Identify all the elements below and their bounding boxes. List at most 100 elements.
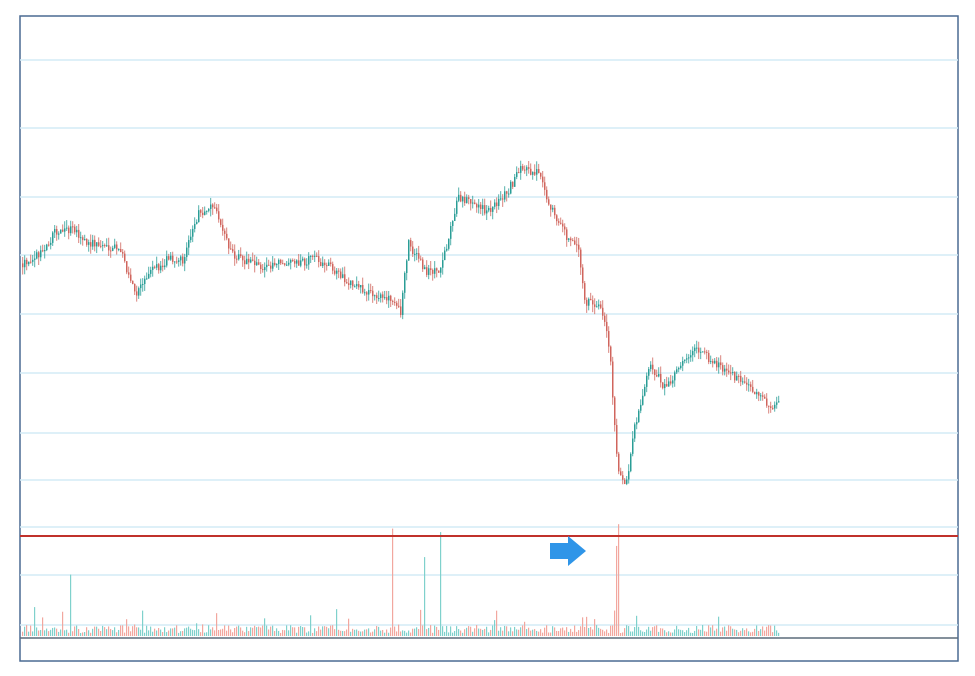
- volume-bar: [350, 631, 352, 636]
- candle-body: [658, 373, 660, 377]
- volume-bar: [762, 626, 764, 636]
- volume-bar: [262, 625, 264, 636]
- volume-bar: [718, 616, 720, 636]
- volume-bar: [540, 629, 542, 636]
- volume-bar: [624, 628, 626, 636]
- volume-bar: [302, 627, 304, 636]
- candle-body: [484, 205, 486, 214]
- candle-body: [408, 240, 410, 261]
- candle-body: [92, 239, 94, 247]
- volume-bar: [560, 628, 562, 636]
- candle-body: [450, 226, 452, 239]
- candle-body: [564, 226, 566, 230]
- candle-body: [398, 305, 400, 307]
- volume-bar: [746, 628, 748, 636]
- candle-body: [582, 267, 584, 284]
- volume-bar: [504, 625, 506, 636]
- candle-body: [372, 290, 374, 297]
- candle-body: [756, 392, 758, 395]
- candle-body: [428, 268, 430, 275]
- volume-bar: [210, 629, 212, 636]
- volume-bar: [116, 632, 118, 636]
- volume-bar: [606, 629, 608, 636]
- volume-bar: [96, 626, 98, 636]
- volume-bar: [546, 625, 548, 636]
- volume-bar: [166, 632, 168, 636]
- candle-body: [562, 223, 564, 227]
- volume-bar: [34, 607, 36, 636]
- volume-bar: [360, 631, 362, 636]
- volume-bar: [528, 627, 530, 636]
- volume-bar: [30, 625, 32, 636]
- candle-body: [294, 260, 296, 264]
- candle-body: [172, 255, 174, 262]
- volume-bar: [556, 630, 558, 636]
- volume-bar: [26, 625, 28, 636]
- candle-body: [508, 193, 510, 195]
- volume-bar: [132, 626, 134, 636]
- volume-bar: [704, 631, 706, 636]
- candle-body: [632, 438, 634, 454]
- candle-body: [544, 182, 546, 190]
- candle-body: [374, 295, 376, 297]
- candle-body: [108, 245, 110, 251]
- volume-bar: [730, 626, 732, 636]
- candle-body: [120, 249, 122, 253]
- volume-bar: [364, 629, 366, 636]
- candle-body: [626, 479, 628, 484]
- candle-body: [628, 471, 630, 480]
- volume-bar: [634, 627, 636, 636]
- volume-bar: [492, 625, 494, 636]
- candle-body: [94, 239, 96, 247]
- volume-bar: [432, 632, 434, 636]
- volume-bar: [400, 631, 402, 636]
- volume-bar: [368, 628, 370, 636]
- candle-body: [442, 260, 444, 268]
- volume-bar: [522, 625, 524, 636]
- candle-body: [592, 300, 594, 305]
- candle-body: [612, 361, 614, 398]
- candle-body: [112, 247, 114, 251]
- volume-bar: [308, 631, 310, 636]
- volume-bar: [610, 625, 612, 636]
- candle-body: [226, 233, 228, 239]
- candle-body: [224, 230, 226, 234]
- volume-bar: [660, 628, 662, 636]
- volume-bar: [524, 621, 526, 636]
- candle-body: [264, 267, 266, 271]
- candle-body: [80, 237, 82, 239]
- volume-bar: [554, 627, 556, 636]
- volume-bar: [70, 574, 72, 636]
- candle-body: [28, 261, 30, 265]
- candle-body: [310, 255, 312, 257]
- candle-body: [272, 262, 274, 269]
- volume-bar: [278, 630, 280, 636]
- volume-bar: [110, 628, 112, 636]
- volume-bar: [658, 631, 660, 636]
- volume-bar: [614, 610, 616, 636]
- volume-bar: [242, 630, 244, 636]
- candle-body: [518, 172, 520, 174]
- volume-bar: [720, 631, 722, 636]
- candle-body: [778, 401, 780, 403]
- volume-bar: [708, 625, 710, 636]
- candle-body: [552, 207, 554, 210]
- volume-bar: [340, 630, 342, 636]
- volume-bar: [284, 630, 286, 636]
- volume-bar: [124, 632, 126, 636]
- volume-bar: [194, 630, 196, 636]
- candle-body: [208, 208, 210, 211]
- candle-body: [96, 242, 98, 247]
- candle-body: [142, 284, 144, 286]
- volume-bar: [114, 627, 116, 636]
- candle-body: [84, 239, 86, 241]
- volume-bar: [122, 625, 124, 636]
- candle-body: [88, 242, 90, 245]
- candle-body: [300, 260, 302, 266]
- volume-bar: [310, 615, 312, 636]
- candle-body: [434, 268, 436, 274]
- volume-bar: [398, 624, 400, 636]
- candle-body: [406, 260, 408, 274]
- candle-body: [758, 392, 760, 396]
- volume-bar: [494, 620, 496, 636]
